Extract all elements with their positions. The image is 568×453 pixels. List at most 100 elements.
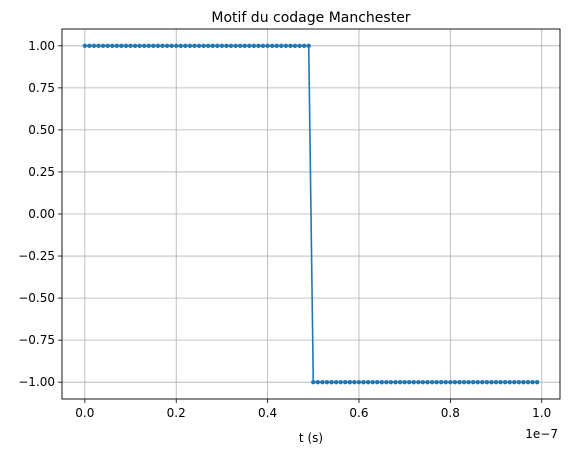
data-point [338,380,342,384]
x-tick-label: 0.0 [75,406,94,420]
x-tick-label: 1.0 [532,406,551,420]
data-point [307,44,311,48]
data-point [508,380,512,384]
data-point [439,380,443,384]
ticks: 0.0 0.2 0.4 0.6 0.8 1.0 1.00 0.75 0.50 0.25 0.00 −0… [18,39,551,420]
data-point [160,44,164,48]
data-point [489,380,493,384]
data-point [471,380,475,384]
y-tick-label: −0.25 [18,249,55,263]
data-point [343,380,347,384]
data-point [370,380,374,384]
data-point [284,44,288,48]
data-point [425,380,429,384]
data-point [352,380,356,384]
data-point [169,44,173,48]
data-point [165,44,169,48]
data-point [147,44,151,48]
data-point [256,44,260,48]
data-point [137,44,141,48]
y-tick-label: −1.00 [18,375,55,389]
data-point [398,380,402,384]
data-point [453,380,457,384]
data-point [517,380,521,384]
data-point [412,380,416,384]
data-point [206,44,210,48]
data-point [530,380,534,384]
data-point [201,44,205,48]
data-point [421,380,425,384]
y-tick-label: 0.25 [28,165,55,179]
y-tick-label: 0.50 [28,123,55,137]
chart-title: Motif du codage Manchester [211,10,410,26]
data-point [357,380,361,384]
data-point [133,44,137,48]
y-tick-label: −0.50 [18,291,55,305]
data-point [416,380,420,384]
data-point [535,380,539,384]
data-point [334,380,338,384]
data-point [128,44,132,48]
x-tick-label: 0.8 [441,406,460,420]
data-point [243,44,247,48]
data-point [215,44,219,48]
data-point [188,44,192,48]
data-point [466,380,470,384]
data-point [279,44,283,48]
data-point [179,44,183,48]
data-point [361,380,365,384]
data-point [247,44,251,48]
data-point [444,380,448,384]
data-point [526,380,530,384]
data-point [503,380,507,384]
x-axis-label: t (s) [299,431,323,445]
data-point [224,44,228,48]
data-point [480,380,484,384]
data-point [183,44,187,48]
data-point [494,380,498,384]
data-point [430,380,434,384]
data-point [115,44,119,48]
data-point [476,380,480,384]
data-point [275,44,279,48]
data-point [457,380,461,384]
x-tick-label: 0.4 [258,406,277,420]
y-tick-label: −0.75 [18,333,55,347]
data-point [124,44,128,48]
data-point [384,380,388,384]
data-point [87,44,91,48]
data-point [325,380,329,384]
data-point [252,44,256,48]
data-point [462,380,466,384]
x-offset-label: 1e−7 [525,427,558,441]
data-point [156,44,160,48]
data-point [311,380,315,384]
x-tick-label: 0.6 [349,406,368,420]
x-tick-label: 0.2 [167,406,186,420]
data-point [448,380,452,384]
y-tick-label: 0.00 [28,207,55,221]
data-point [83,44,87,48]
data-point [366,380,370,384]
data-point [316,380,320,384]
data-point [320,380,324,384]
data-point [211,44,215,48]
data-point [512,380,516,384]
data-point [389,380,393,384]
data-point [238,44,242,48]
data-point [288,44,292,48]
data-point [302,44,306,48]
data-point [110,44,114,48]
data-point [174,44,178,48]
data-point [297,44,301,48]
data-point [229,44,233,48]
data-point [96,44,100,48]
data-point [265,44,269,48]
data-point [434,380,438,384]
data-point [220,44,224,48]
data-point [233,44,237,48]
data-point [270,44,274,48]
data-point [498,380,502,384]
data-point [348,380,352,384]
